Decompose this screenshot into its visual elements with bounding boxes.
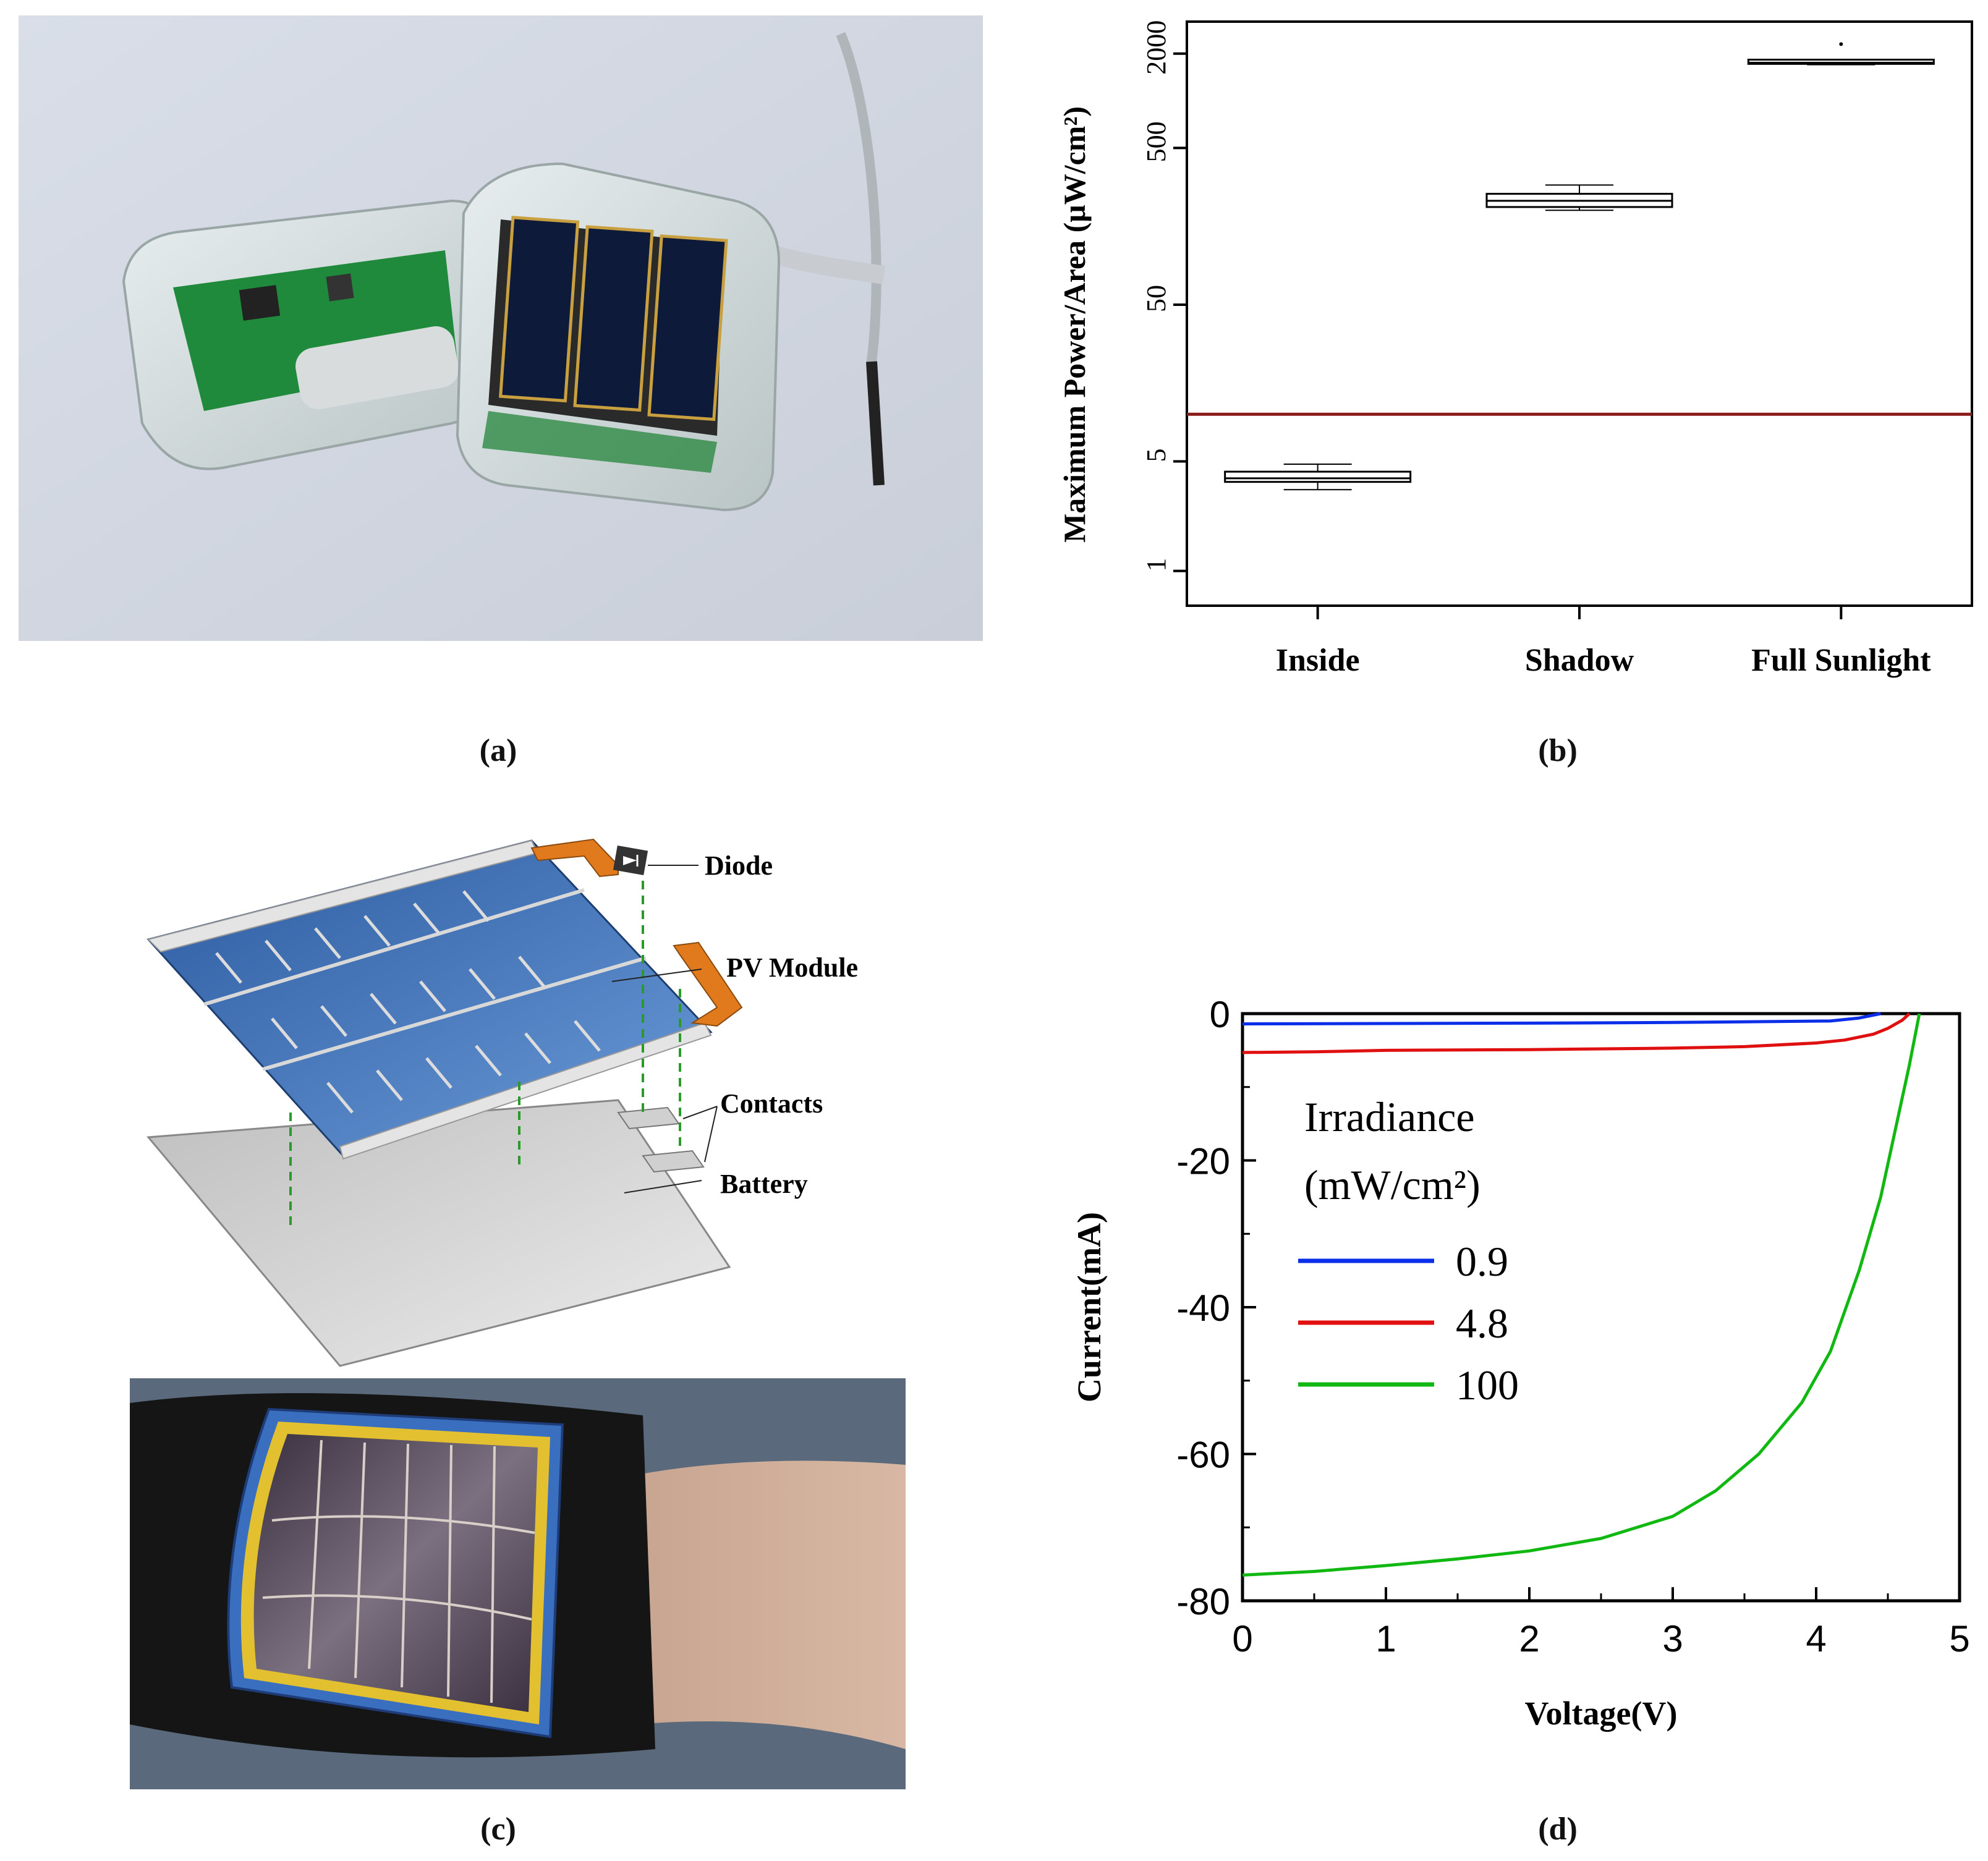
left-device (122, 199, 503, 470)
y-axis: 1 5 50 500 2000 (1141, 20, 1187, 572)
legend: Irradiance (mW/cm²) 0.9 4.8 100 (1298, 1093, 1519, 1409)
label-pv-module: PV Module (726, 952, 858, 983)
x-tick-label: 1 (1375, 1618, 1396, 1660)
flex-connector-top (530, 838, 619, 878)
x-tick-label: 3 (1662, 1618, 1683, 1660)
box-body (1224, 470, 1412, 483)
y-tick-label: 500 (1141, 121, 1171, 162)
x-tick-label: 4 (1806, 1618, 1826, 1660)
panel-b-boxplot: 1 5 50 500 2000 Inside Shadow Full Sunlight Ma… (1057, 20, 1973, 678)
y-tick-label: -20 (1176, 1141, 1230, 1182)
y-tick-label: 50 (1141, 285, 1171, 312)
box-inside (1224, 464, 1412, 491)
y-axis-label: Current(mA) (1071, 1212, 1108, 1402)
boxes (1224, 42, 1935, 491)
y-tick-label: -60 (1176, 1435, 1230, 1476)
x-tick-label: 0 (1232, 1618, 1252, 1660)
legend-title: Irradiance (1304, 1093, 1475, 1140)
panel-c-diagram: Diode PV Module Contacts Battery (146, 838, 858, 1367)
flex-connector-right (673, 941, 743, 1027)
legend-title: (mW/cm²) (1304, 1161, 1480, 1208)
contact-tab-2 (642, 1150, 705, 1173)
y-axis-label: Maximum Power/Area (μW/cm²) (1057, 106, 1092, 543)
label-diode: Diode (705, 850, 773, 881)
x-axis-label: Voltage(V) (1525, 1695, 1678, 1732)
box-shadow (1485, 184, 1673, 211)
label-contacts: Contacts (720, 1088, 823, 1119)
y-tick-label: 1 (1141, 558, 1171, 572)
label-battery: Battery (720, 1169, 808, 1199)
box-body (1747, 59, 1935, 65)
axes: 0 1 2 3 4 5 0 -20 -40 -60 -80 (1176, 994, 1969, 1660)
contact-tab-1 (617, 1106, 680, 1130)
series-100 (1242, 1013, 1921, 1577)
series-4-8 (1242, 1012, 1911, 1054)
legend-entry: 100 (1456, 1362, 1519, 1409)
series (1242, 1012, 1921, 1577)
panel-c-photo (130, 1378, 906, 1789)
battery-sheet (146, 1099, 731, 1367)
x-axis: Inside Shadow Full Sunlight (1276, 606, 1931, 678)
outlier (1839, 42, 1843, 46)
panel-a-photo (19, 15, 983, 641)
y-tick-label: 2000 (1141, 20, 1171, 75)
pv-module (147, 839, 713, 1157)
plot-frame (1186, 20, 1973, 607)
caption-b: (b) (1538, 733, 1578, 768)
legend-entry: 0.9 (1456, 1238, 1508, 1285)
caption-a: (a) (479, 733, 517, 768)
x-tick-label: Full Sunlight (1751, 643, 1931, 678)
x-tick-label: 2 (1519, 1618, 1539, 1660)
box-full-sunlight (1747, 42, 1935, 66)
y-tick-label: 0 (1210, 994, 1230, 1035)
x-tick-label: Shadow (1525, 643, 1634, 678)
x-tick-label: Inside (1276, 643, 1360, 678)
diode-component (613, 845, 648, 876)
caption-d: (d) (1538, 1812, 1578, 1847)
panel-d-iv-chart: 0 1 2 3 4 5 0 -20 -40 -60 -80 Irradiance (mW/cm²) 0.… (1071, 994, 1970, 1732)
x-tick-label: 5 (1949, 1618, 1969, 1660)
y-tick-label: -80 (1176, 1581, 1230, 1622)
y-tick-label: 5 (1141, 449, 1171, 462)
caption-c: (c) (480, 1812, 516, 1847)
cable (836, 32, 883, 486)
legend-entry: 4.8 (1456, 1300, 1508, 1347)
y-tick-label: -40 (1176, 1287, 1230, 1329)
right-device (456, 162, 781, 512)
series-0-9 (1242, 1012, 1881, 1026)
